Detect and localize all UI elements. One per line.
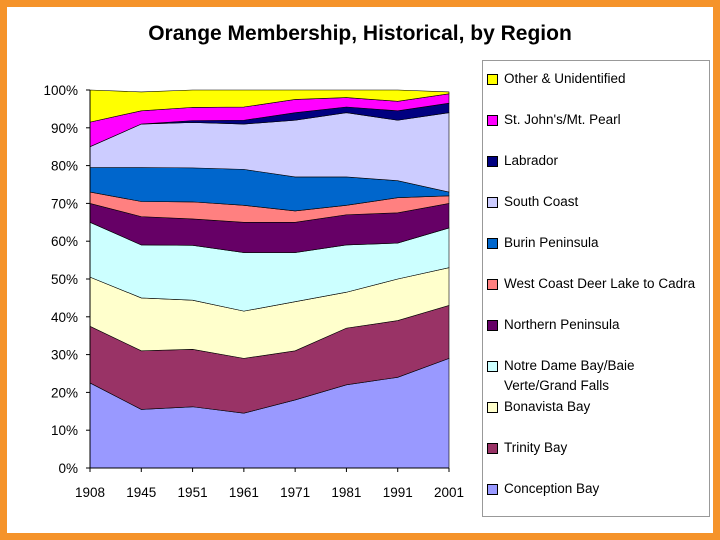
legend-item: South Coast [487,192,709,212]
legend-swatch [487,279,498,290]
y-tick-label: 70% [51,196,78,211]
legend-swatch [487,320,498,331]
legend-swatch [487,402,498,413]
y-tick-label: 80% [51,159,78,174]
x-tick-label: 2001 [434,485,464,500]
y-tick-label: 90% [51,121,78,136]
legend-swatch [487,361,498,372]
legend-item: West Coast Deer Lake to Cadra [487,274,709,294]
legend-item: Northern Peninsula [487,315,709,335]
legend-swatch [487,197,498,208]
legend-swatch [487,74,498,85]
legend-swatch [487,443,498,454]
y-tick-label: 20% [51,385,78,400]
legend-item: Labrador [487,151,709,171]
x-tick-label: 1908 [75,485,105,500]
legend-label: Labrador [504,153,559,168]
legend-swatch [487,156,498,167]
legend-swatch [487,238,498,249]
legend-label: Northern Peninsula [504,317,620,332]
y-tick-label: 40% [51,310,78,325]
legend-item: St. John's/Mt. Pearl [487,110,709,130]
legend-label: Other & Unidentified [504,71,626,86]
legend: Other & Unidentified St. John's/Mt. Pearl… [482,60,710,517]
legend-item: Trinity Bay [487,438,709,458]
legend-label: Conception Bay [504,481,600,496]
x-tick-label: 1951 [178,485,208,500]
y-tick-label: 10% [51,423,78,438]
y-tick-label: 60% [51,234,78,249]
x-tick-label: 1981 [331,485,361,500]
legend-label: West Coast Deer Lake to Cadra [504,276,696,291]
legend-label: Notre Dame Bay/Baie Verte/Grand Falls [504,358,635,393]
legend-item: Bonavista Bay [487,397,709,417]
legend-label: Burin Peninsula [504,235,599,250]
legend-item: Notre Dame Bay/Baie Verte/Grand Falls [487,356,709,396]
legend-label: St. John's/Mt. Pearl [504,112,621,127]
x-tick-label: 1971 [280,485,310,500]
y-tick-label: 50% [51,272,78,287]
area-series-10 [89,89,450,123]
x-tick-label: 1961 [229,485,259,500]
y-tick-label: 0% [58,461,78,476]
legend-label: Trinity Bay [504,440,568,455]
legend-item: Conception Bay [487,479,709,499]
legend-label: South Coast [504,194,579,209]
y-tick-label: 30% [51,348,78,363]
legend-item: Other & Unidentified [487,69,709,89]
chart-title: Orange Membership, Historical, by Region [148,22,572,45]
legend-swatch [487,115,498,126]
x-tick-label: 1991 [383,485,413,500]
legend-item: Burin Peninsula [487,233,709,253]
legend-label: Bonavista Bay [504,399,591,414]
legend-swatch [487,484,498,495]
x-tick-label: 1945 [126,485,156,500]
y-tick-label: 100% [43,83,78,98]
